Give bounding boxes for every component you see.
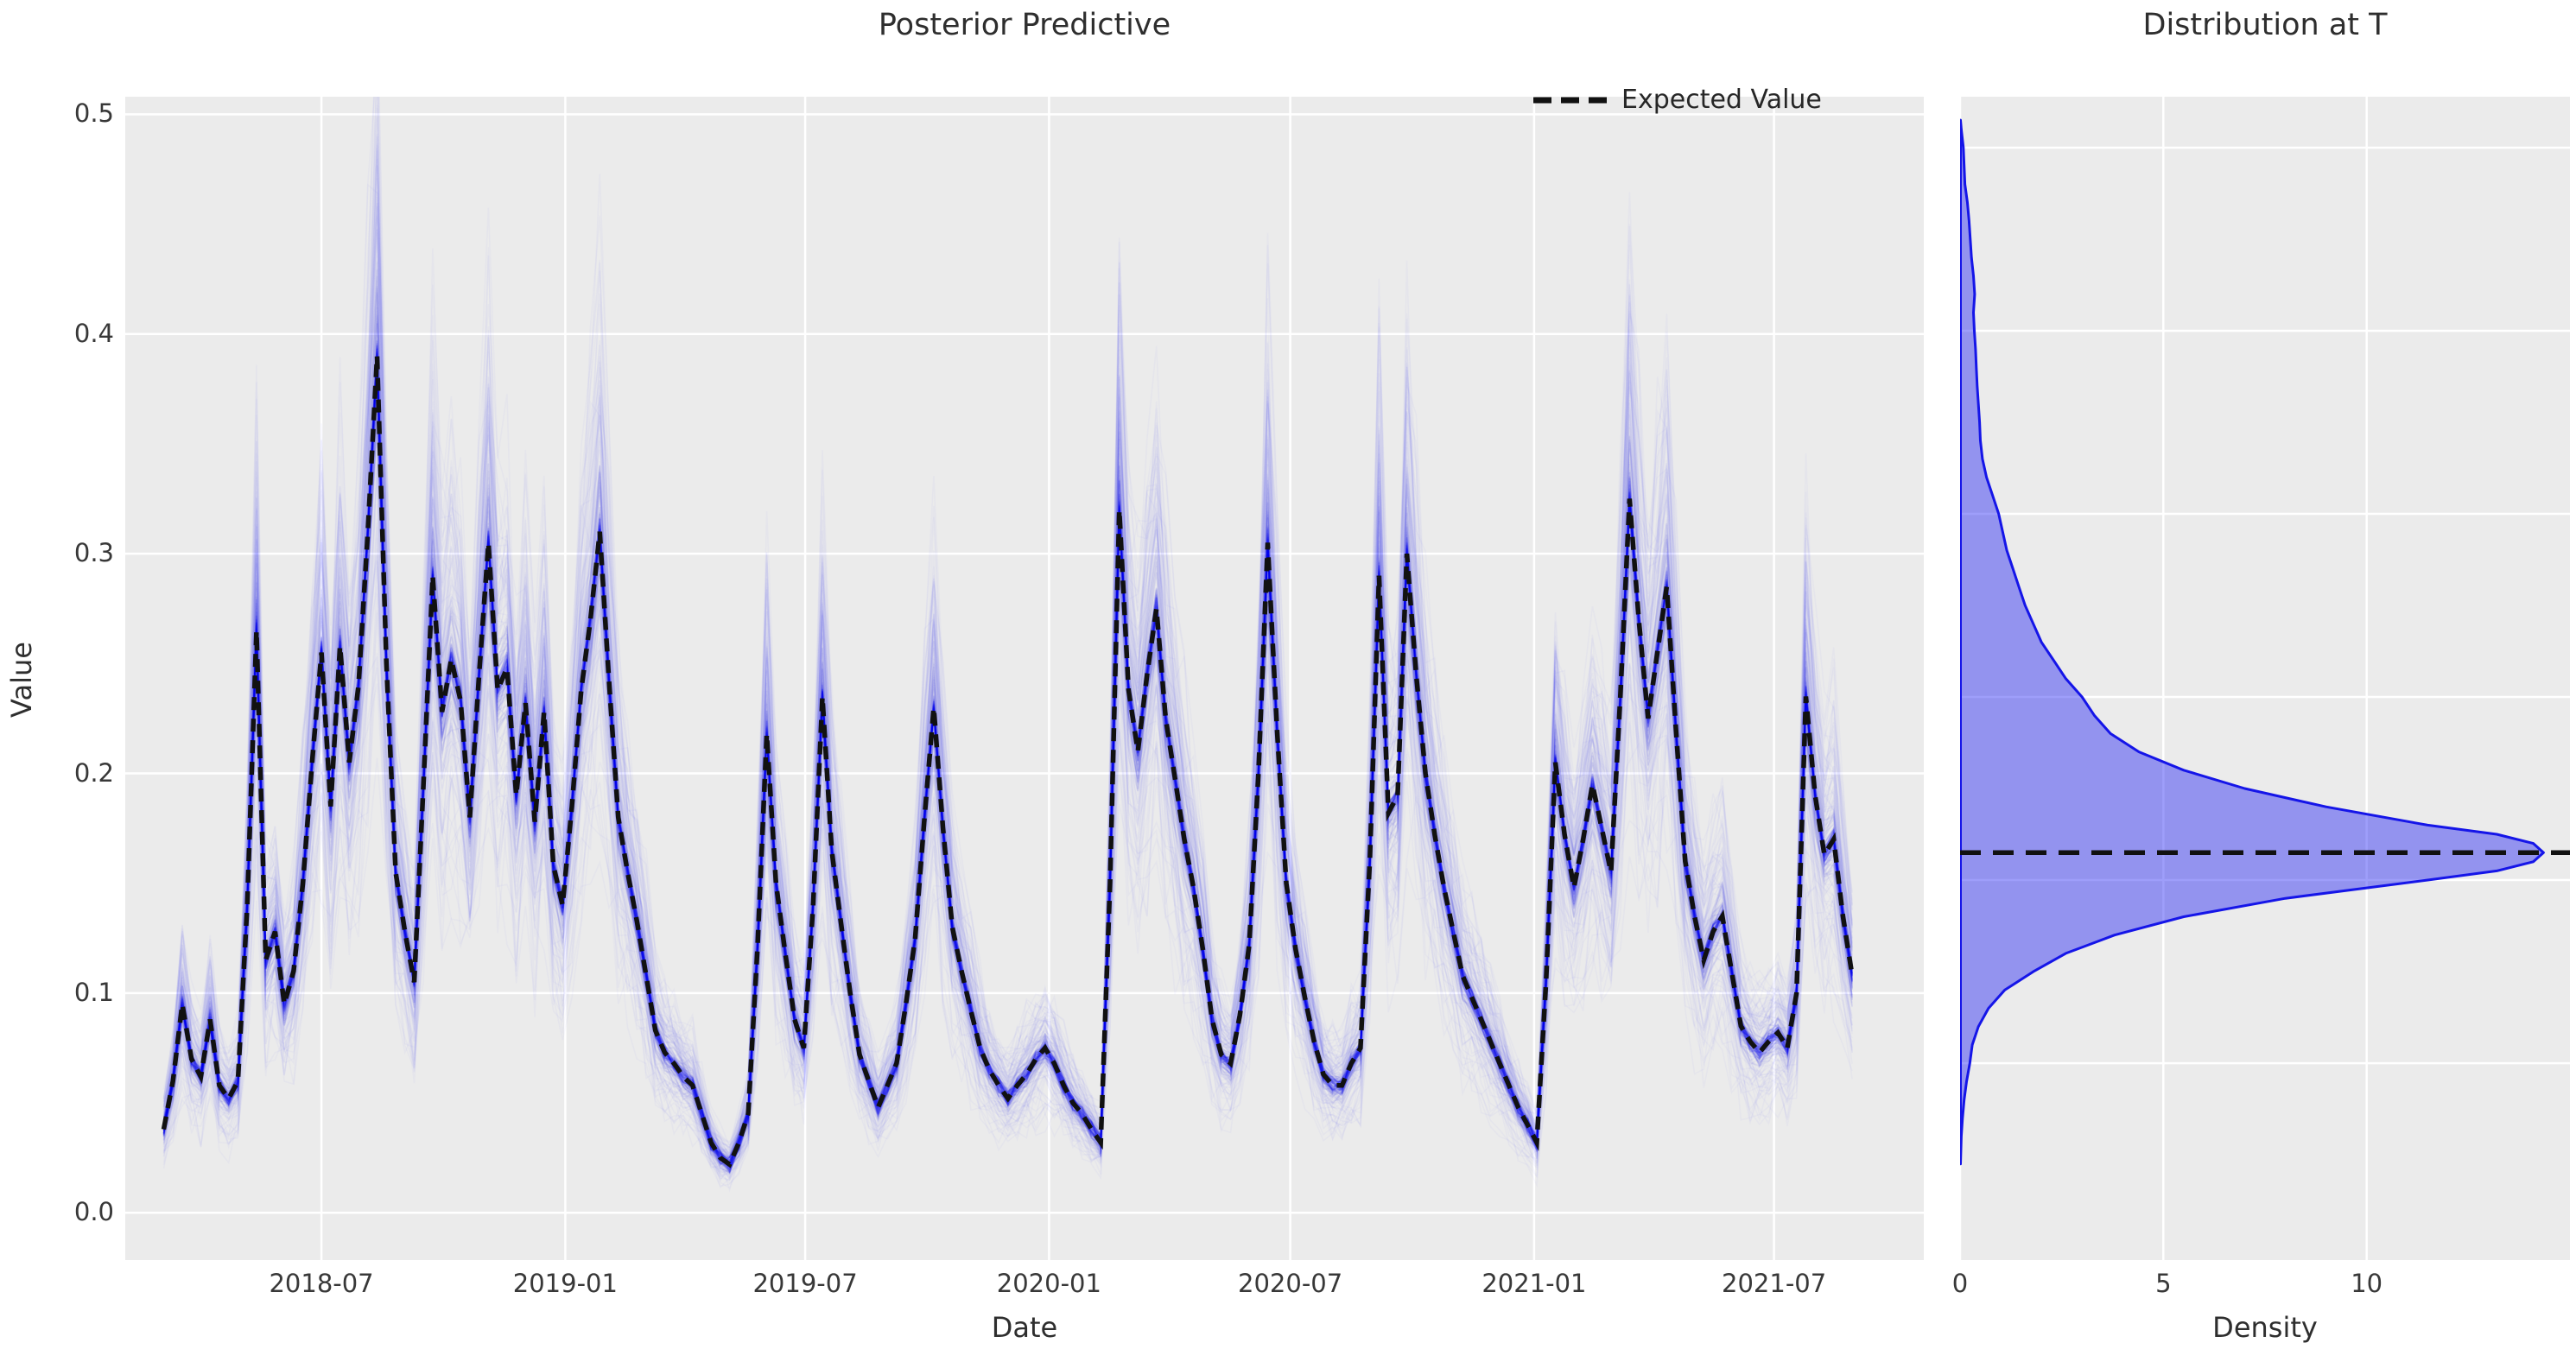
x-axis-label-density: Density bbox=[2212, 1311, 2318, 1344]
posterior-sample-path bbox=[162, 411, 1853, 1174]
posterior-sample-path bbox=[162, 359, 1853, 1168]
posterior-sample-path bbox=[162, 384, 1853, 1173]
y-tick-label: 0.2 bbox=[73, 757, 114, 788]
posterior-predictive-chart bbox=[125, 97, 1924, 1260]
posterior-sample-path bbox=[162, 285, 1853, 1158]
posterior-sample-path bbox=[162, 292, 1853, 1158]
legend-label: Expected Value bbox=[1621, 85, 1822, 115]
posterior-sample-path bbox=[162, 400, 1853, 1170]
distribution-at-t-plot-area bbox=[1960, 97, 2570, 1260]
posterior-sample-path bbox=[162, 339, 1853, 1169]
kde-density-area bbox=[1960, 118, 2545, 1166]
expected-value-dash-icon bbox=[1533, 97, 1608, 103]
posterior-sample-path bbox=[162, 370, 1853, 1175]
posterior-sample-path bbox=[162, 384, 1853, 1175]
density-tick-label: 5 bbox=[2155, 1269, 2172, 1298]
posterior-sample-path bbox=[162, 411, 1853, 1175]
density-tick-label: 0 bbox=[1951, 1269, 1969, 1298]
posterior-sample-path bbox=[162, 347, 1853, 1162]
posterior-sample-path bbox=[162, 288, 1853, 1170]
x-tick-label: 2018-07 bbox=[269, 1269, 374, 1298]
posterior-predictive-plot-area bbox=[125, 97, 1924, 1260]
x-tick-label: 2021-01 bbox=[1482, 1269, 1587, 1298]
y-tick-label: 0.0 bbox=[73, 1197, 114, 1227]
y-tick-label: 0.5 bbox=[73, 98, 114, 129]
distribution-at-t-chart bbox=[1960, 97, 2570, 1260]
x-tick-label: 2019-07 bbox=[752, 1269, 858, 1298]
y-tick-label: 0.1 bbox=[73, 977, 114, 1007]
posterior-sample-path bbox=[162, 430, 1853, 1179]
posterior-sample-path bbox=[162, 323, 1853, 1166]
x-tick-label: 2019-01 bbox=[512, 1269, 618, 1298]
right-plot-title: Distribution at T bbox=[2142, 8, 2388, 42]
posterior-sample-path bbox=[162, 417, 1853, 1178]
posterior-sample-path bbox=[162, 377, 1853, 1174]
x-tick-label: 2020-01 bbox=[996, 1269, 1101, 1298]
x-axis-label-date: Date bbox=[991, 1311, 1058, 1344]
posterior-sample-path bbox=[162, 410, 1853, 1168]
posterior-sample-path bbox=[162, 294, 1853, 1165]
y-tick-label: 0.3 bbox=[73, 538, 114, 568]
posterior-sample-path bbox=[162, 315, 1853, 1163]
y-tick-label: 0.4 bbox=[73, 318, 114, 348]
posterior-sample-path bbox=[162, 307, 1853, 1164]
posterior-sample-path bbox=[162, 317, 1853, 1167]
posterior-sample-path bbox=[162, 377, 1853, 1162]
posterior-sample-path bbox=[162, 429, 1853, 1173]
expected-value-line bbox=[161, 356, 1855, 1168]
left-plot-title: Posterior Predictive bbox=[878, 8, 1171, 42]
density-tick-label: 10 bbox=[2351, 1269, 2383, 1298]
x-tick-label: 2020-07 bbox=[1238, 1269, 1343, 1298]
posterior-sample-path bbox=[162, 418, 1853, 1169]
posterior-sample-path bbox=[162, 359, 1853, 1168]
posterior-sample-path bbox=[162, 397, 1853, 1173]
x-tick-label: 2021-07 bbox=[1722, 1269, 1827, 1298]
posterior-sample-path bbox=[162, 276, 1853, 1164]
posterior-sample-path bbox=[162, 446, 1853, 1172]
y-axis-label-value: Value bbox=[5, 642, 38, 718]
posterior-sample-path bbox=[162, 269, 1853, 1165]
legend: Expected Value bbox=[1533, 85, 1822, 115]
